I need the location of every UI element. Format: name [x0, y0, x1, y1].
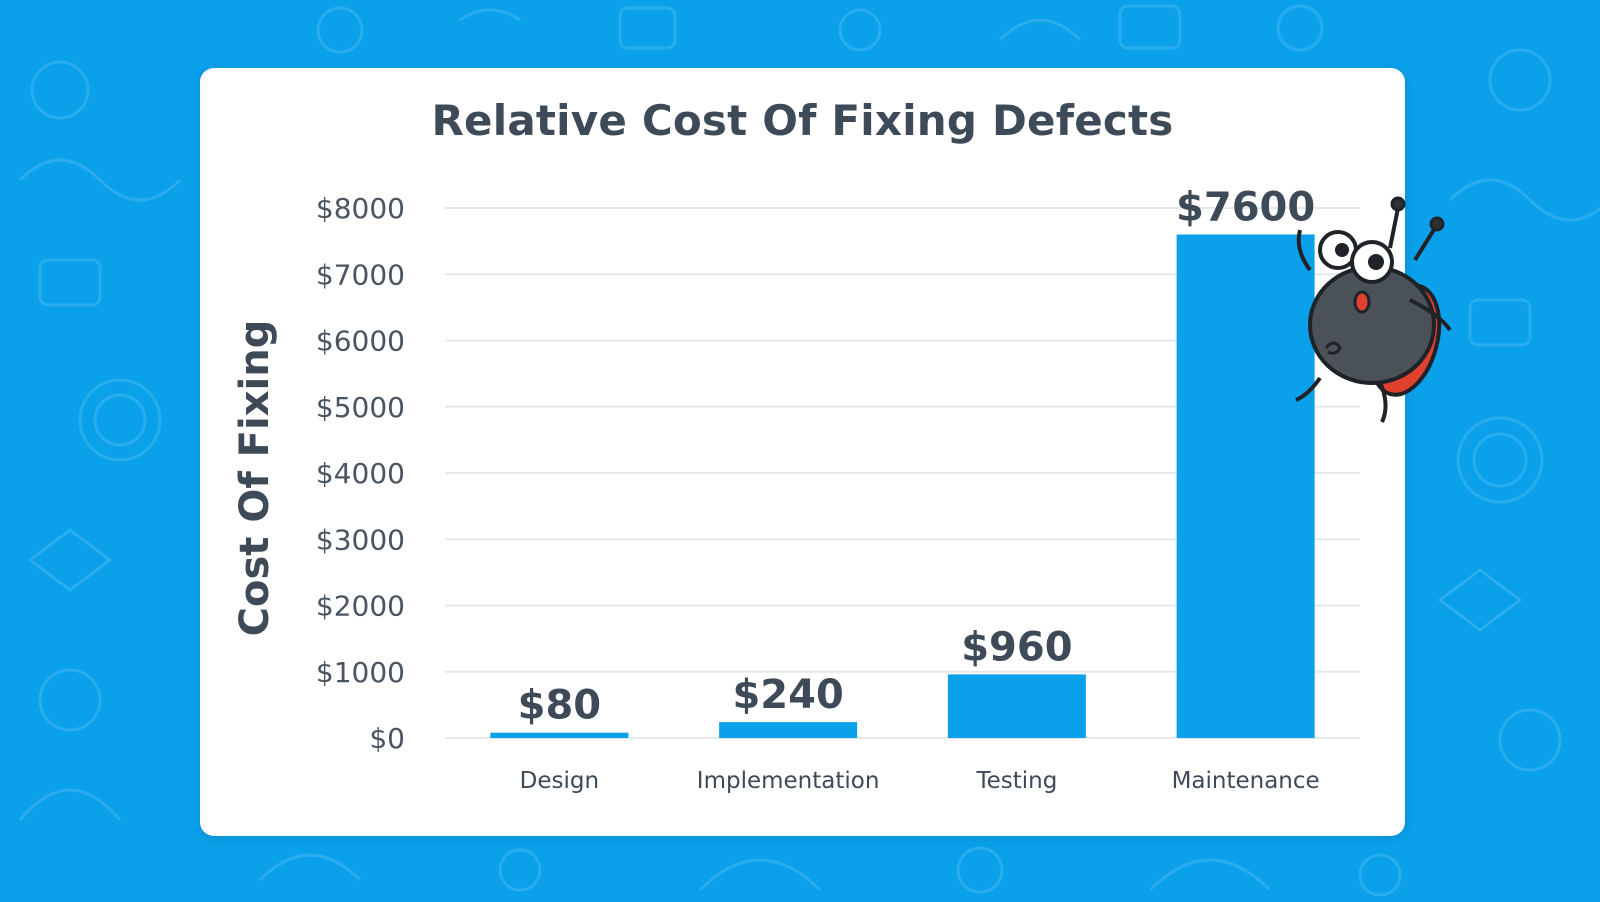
y-tick-label: $5000	[316, 391, 405, 424]
x-tick-label: Testing	[975, 768, 1057, 794]
chart-title: Relative Cost Of Fixing Defects	[431, 96, 1174, 145]
x-tick-label: Design	[520, 768, 599, 794]
data-label: $7600	[1176, 185, 1315, 231]
data-label: $960	[961, 624, 1072, 670]
chart-card: Relative Cost Of Fixing Defects $0 $1000 $…	[200, 68, 1405, 836]
y-tick-label: $2000	[316, 590, 405, 623]
bar-chart: $0 $1000 $2000 $3000 $4000 $5000 $6000 $7000 $80…	[232, 185, 1360, 794]
y-tick-label: $0	[369, 722, 405, 755]
y-tick-label: $7000	[316, 258, 405, 291]
x-tick-label: Maintenance	[1172, 768, 1320, 794]
data-label: $80	[518, 683, 602, 729]
ladybug-mascot-icon	[1295, 196, 1452, 423]
y-tick-label: $1000	[316, 656, 405, 689]
bar	[490, 732, 629, 738]
bar	[1176, 234, 1315, 738]
bar	[947, 674, 1086, 738]
y-tick-label: $8000	[316, 192, 405, 225]
data-label: $240	[732, 672, 843, 718]
y-axis-label: Cost Of Fixing	[232, 320, 278, 637]
y-tick-label: $4000	[316, 457, 405, 490]
bar	[719, 722, 858, 738]
x-tick-label: Implementation	[697, 768, 880, 794]
y-tick-label: $3000	[316, 523, 405, 556]
y-tick-label: $6000	[316, 325, 405, 358]
